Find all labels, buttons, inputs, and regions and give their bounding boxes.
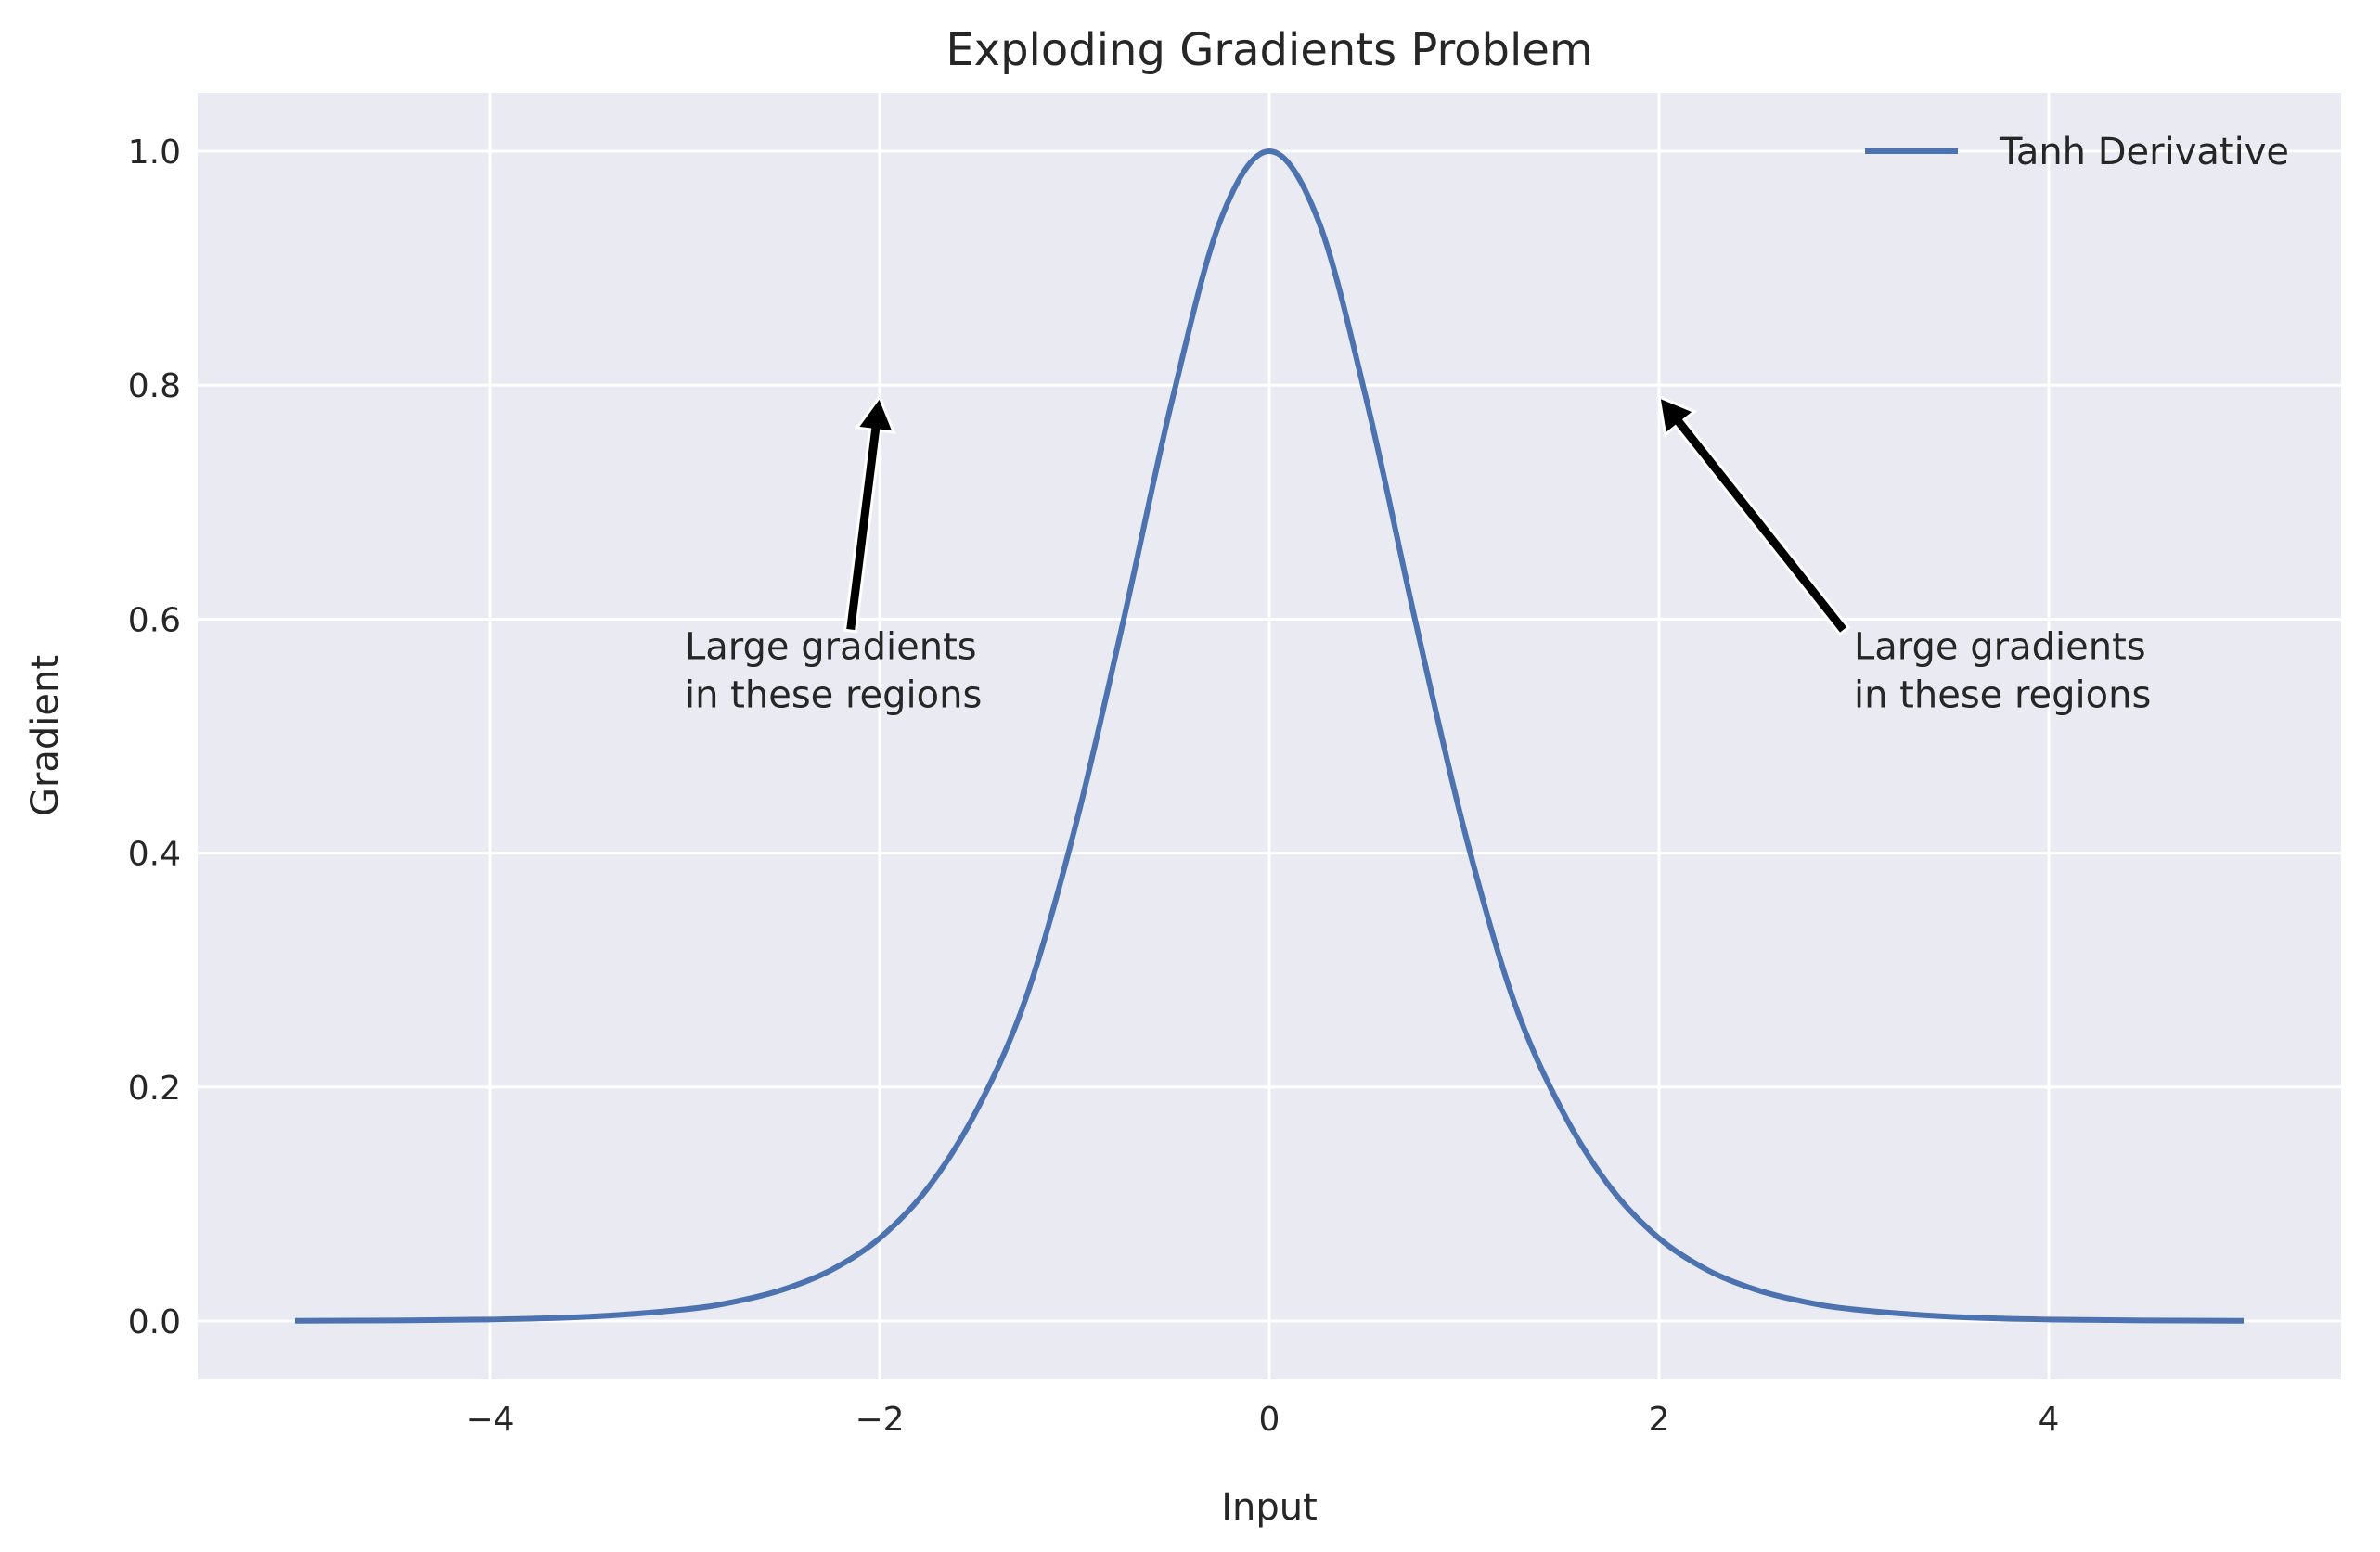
y-tick-label: 1.0: [128, 134, 181, 172]
legend-label: Tanh Derivative: [1999, 131, 2289, 173]
y-tick-label: 0.2: [128, 1070, 181, 1108]
y-tick-label: 0.6: [128, 601, 181, 639]
annotation-arrow-right: [1657, 394, 1851, 636]
y-axis-label: Gradient: [24, 655, 67, 816]
annotation-arrow-left: [843, 393, 896, 634]
legend: Tanh Derivative: [1865, 131, 2289, 173]
annotation-text-right-line-2: in these regions: [1854, 673, 2151, 716]
series-layer: [294, 148, 2245, 1324]
tick-labels: −4 −2 0 2 4 0.0 0.2 0.4 0.6 0.8 1.0: [128, 134, 2060, 1439]
annotation-text-left-line-2: in these regions: [685, 673, 982, 716]
x-tick-label: −2: [855, 1401, 904, 1439]
x-tick-label: −4: [465, 1401, 514, 1439]
y-tick-label: 0.4: [128, 836, 181, 874]
x-tick-label: 4: [2039, 1401, 2060, 1439]
chart-title: Exploding Gradients Problem: [946, 24, 1592, 76]
x-tick-label: 2: [1649, 1401, 1670, 1439]
x-axis-label: Input: [1221, 1486, 1318, 1529]
x-tick-label: 0: [1259, 1401, 1280, 1439]
annotations: Large gradients in these regions Large gra…: [685, 393, 2151, 716]
annotation-text-left-line-1: Large gradients: [685, 625, 977, 668]
y-tick-label: 0.8: [128, 367, 181, 405]
y-tick-label: 0.0: [128, 1303, 181, 1341]
annotation-text-right-line-1: Large gradients: [1854, 625, 2146, 668]
series-line-tanh-derivative: [294, 148, 2245, 1324]
